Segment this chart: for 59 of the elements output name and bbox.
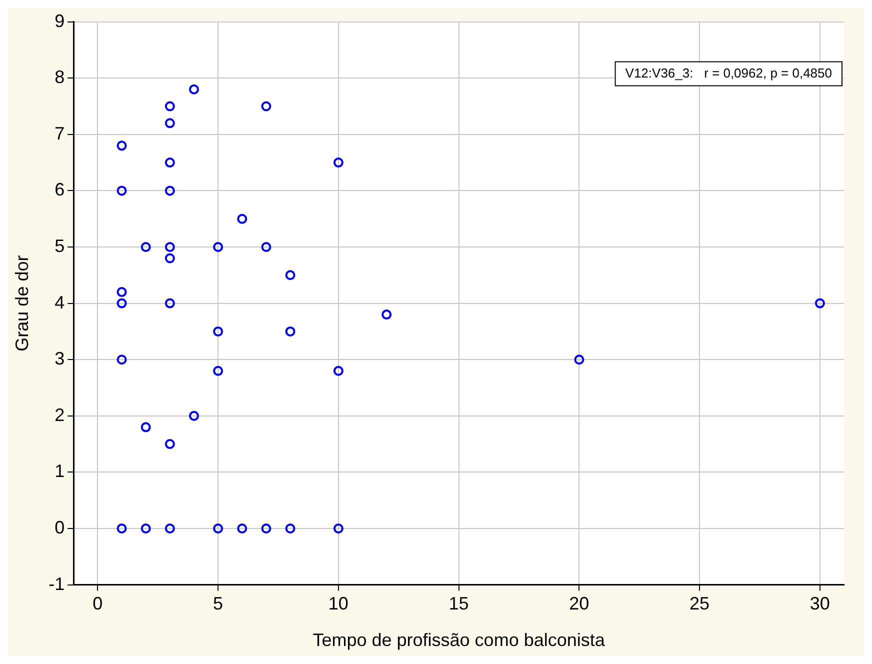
point: [188, 84, 199, 94]
point: [164, 253, 175, 264]
point: [261, 101, 272, 112]
point: [237, 214, 248, 224]
y-tick-label: 5: [54, 236, 65, 256]
point: [188, 410, 199, 421]
point: [116, 298, 127, 308]
point: [116, 140, 127, 151]
point: [213, 524, 224, 534]
point: [164, 524, 175, 534]
point: [140, 524, 151, 534]
y-tick-label: 6: [54, 180, 65, 200]
point: [213, 366, 224, 376]
point: [164, 439, 175, 450]
x-tick-label: 20: [569, 594, 590, 614]
point: [333, 158, 344, 168]
point: [261, 242, 272, 252]
point: [333, 366, 344, 376]
y-axis-title: Grau de dor: [12, 255, 32, 352]
x-axis-title: Tempo de profissão como balconista: [312, 630, 606, 650]
point: [285, 326, 296, 336]
point: [116, 354, 127, 365]
annotation: V12:V36_3: r = 0,0962, p = 0,4850: [625, 65, 832, 80]
point: [213, 326, 224, 336]
x-tick-label: 5: [213, 594, 224, 614]
point: [285, 524, 296, 534]
point: [237, 524, 248, 534]
y-tick-label: 7: [54, 123, 65, 144]
x-tick-label: 0: [92, 594, 103, 614]
point: [116, 287, 127, 298]
point: [261, 524, 272, 534]
point: [164, 298, 175, 308]
point: [164, 118, 175, 128]
point: [574, 354, 584, 365]
point: [164, 158, 175, 168]
point: [213, 242, 224, 252]
point: [140, 242, 151, 252]
y-tick-label: 1: [54, 461, 65, 482]
x-tick-label: 25: [690, 594, 710, 614]
x-tick-label: 10: [328, 594, 348, 614]
x-tick-label: 30: [810, 594, 830, 614]
point: [333, 524, 344, 534]
y-tick-label: -1: [48, 574, 65, 594]
point: [116, 524, 127, 534]
point: [164, 242, 175, 252]
point: [140, 422, 151, 432]
y-tick-label: 3: [54, 348, 65, 369]
y-tick-label: 0: [54, 517, 65, 538]
point: [814, 298, 825, 308]
point: [116, 186, 127, 196]
y-tick-label: 2: [54, 404, 65, 425]
x-tick-label: 15: [448, 594, 469, 614]
point: [382, 310, 392, 320]
point: [285, 270, 296, 280]
point: [164, 101, 175, 112]
y-tick-label: 9: [54, 10, 65, 31]
point: [164, 186, 175, 196]
y-tick-label: 8: [54, 67, 65, 88]
y-tick-label: 4: [54, 292, 65, 312]
